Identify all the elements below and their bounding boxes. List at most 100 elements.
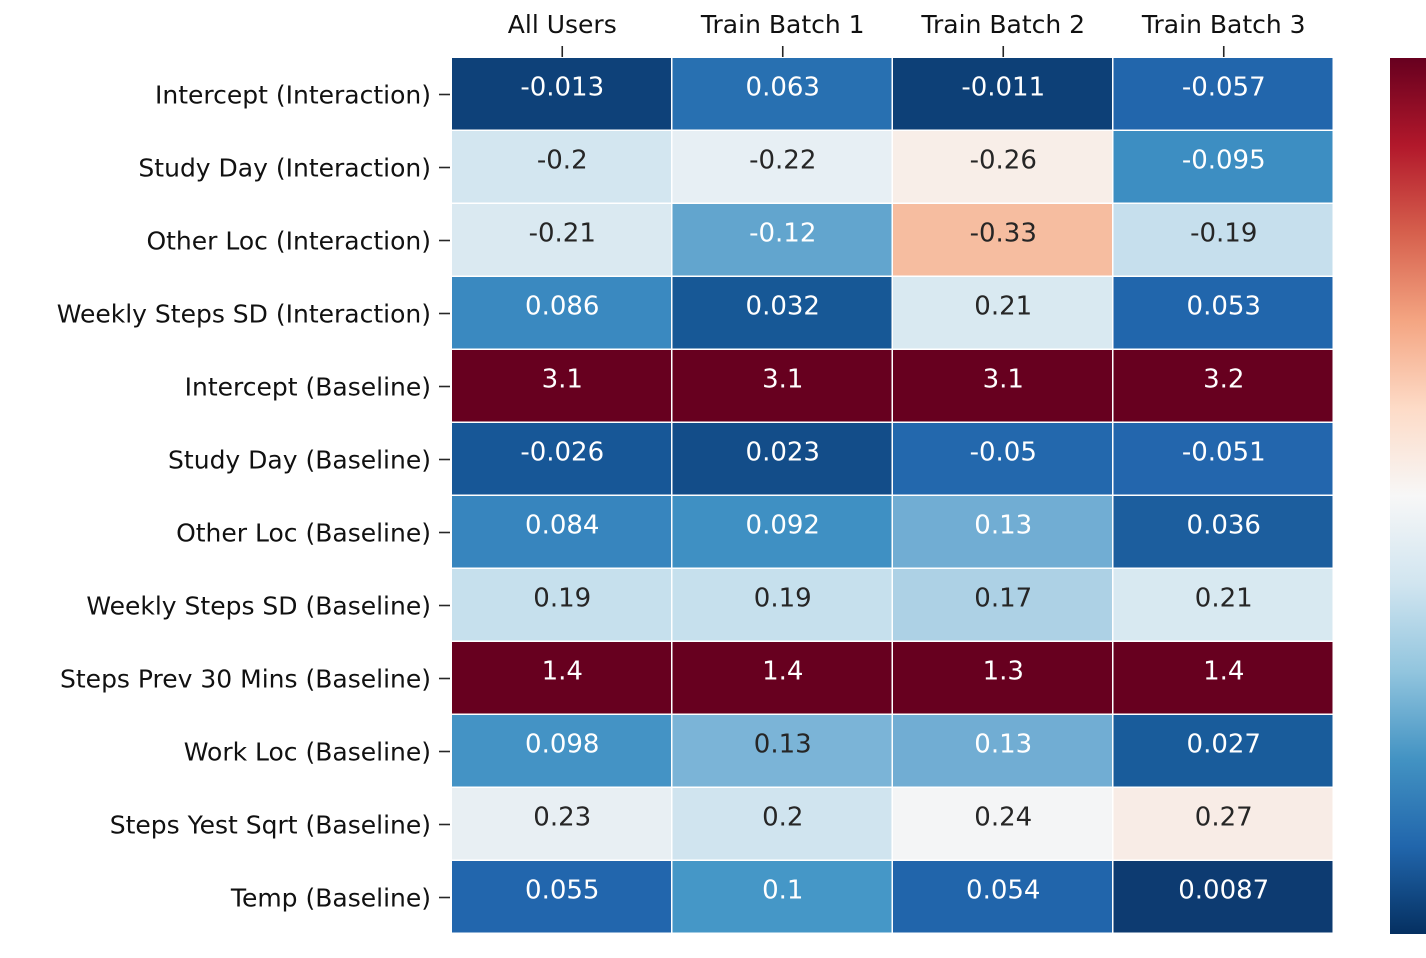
- cell-value-label: 0.21: [1195, 584, 1253, 614]
- heatmap-cell: [893, 58, 1112, 130]
- cell-value-label: 0.27: [1195, 803, 1253, 833]
- heatmap-cell: [452, 642, 671, 714]
- heatmap-cells: -0.013 0.063 -0.011 -0.057 -0.2 -0.22 -0.26 -0.…: [452, 58, 1333, 933]
- heatmap-cell: [893, 350, 1112, 422]
- heatmap-cell: [452, 788, 671, 860]
- heatmap-cell: [672, 277, 892, 349]
- cell-value-label: 0.054: [966, 876, 1040, 906]
- heatmap-cell: [672, 788, 892, 860]
- heatmap-cell: [452, 715, 671, 787]
- heatmap-cell: [893, 131, 1112, 203]
- colorbar: [1390, 58, 1426, 934]
- heatmap-cell: [672, 569, 892, 641]
- cell-value-label: -0.26: [970, 146, 1037, 176]
- cell-value-label: 0.1: [762, 876, 803, 906]
- heatmap-cell: [672, 131, 892, 203]
- cell-value-label: 3.1: [762, 365, 803, 395]
- cell-value-label: 0.13: [974, 730, 1032, 760]
- column-label: Train Batch 1: [700, 10, 865, 39]
- cell-value-label: 0.21: [974, 292, 1032, 322]
- heatmap-cell: [452, 861, 671, 933]
- heatmap-cell: [672, 496, 892, 568]
- column-label: Train Batch 3: [1141, 10, 1306, 39]
- cell-value-label: 0.084: [525, 511, 599, 541]
- cell-value-label: -0.05: [970, 438, 1037, 468]
- cell-value-label: -0.2: [537, 146, 588, 176]
- cell-value-label: -0.051: [1182, 438, 1266, 468]
- heatmap-cell: [1113, 277, 1333, 349]
- cell-value-label: -0.22: [749, 146, 816, 176]
- heatmap-cell: [1113, 423, 1333, 495]
- heatmap-cell: [452, 204, 671, 276]
- heatmap-cell: [893, 277, 1112, 349]
- heatmap-cell: [452, 350, 671, 422]
- heatmap-cell: [1113, 131, 1333, 203]
- heatmap-cell: [893, 642, 1112, 714]
- row-label: Weekly Steps SD (Baseline): [86, 592, 431, 621]
- heatmap-cell: [452, 423, 671, 495]
- heatmap-cell: [893, 204, 1112, 276]
- cell-value-label: 0.23: [533, 803, 591, 833]
- heatmap-cell: [893, 423, 1112, 495]
- cell-value-label: -0.12: [749, 219, 816, 249]
- cell-value-label: -0.011: [961, 73, 1045, 103]
- cell-value-label: 0.19: [533, 584, 591, 614]
- heatmap-cell: [672, 642, 892, 714]
- heatmap-cell: [893, 496, 1112, 568]
- cell-value-label: -0.21: [529, 219, 596, 249]
- column-label: All Users: [508, 10, 617, 39]
- cell-value-label: -0.33: [970, 219, 1037, 249]
- row-label: Intercept (Interaction): [155, 81, 431, 110]
- heatmap-cell: [1113, 569, 1333, 641]
- cell-value-label: 0.0087: [1178, 876, 1269, 906]
- cell-value-label: -0.057: [1182, 73, 1266, 103]
- heatmap-cell: [1113, 58, 1333, 130]
- row-label: Steps Prev 30 Mins (Baseline): [60, 665, 431, 694]
- cell-value-label: -0.013: [520, 73, 604, 103]
- cell-value-label: -0.19: [1190, 219, 1257, 249]
- cell-value-label: 1.4: [762, 657, 803, 687]
- cell-value-label: 0.092: [746, 511, 820, 541]
- heatmap-cell: [672, 423, 892, 495]
- heatmap-cell: [1113, 642, 1333, 714]
- cell-value-label: 1.3: [983, 657, 1024, 687]
- heatmap-cell: [1113, 788, 1333, 860]
- heatmap-cell: [452, 569, 671, 641]
- heatmap-cell: [452, 277, 671, 349]
- cell-value-label: 0.027: [1187, 730, 1261, 760]
- heatmap-cell: [893, 569, 1112, 641]
- heatmap-cell: [1113, 350, 1333, 422]
- cell-value-label: 0.032: [746, 292, 820, 322]
- heatmap-cell: [452, 131, 671, 203]
- heatmap-cell: [893, 715, 1112, 787]
- cell-value-label: 0.17: [974, 584, 1032, 614]
- cell-value-label: -0.026: [520, 438, 604, 468]
- heatmap-cell: [1113, 715, 1333, 787]
- heatmap-cell: [672, 861, 892, 933]
- heatmap-cell: [1113, 861, 1333, 933]
- heatmap-cell: [1113, 496, 1333, 568]
- row-label: Other Loc (Baseline): [176, 519, 431, 548]
- heatmap-cell: [452, 58, 671, 130]
- cell-value-label: 0.24: [974, 803, 1032, 833]
- cell-value-label: 3.2: [1203, 365, 1244, 395]
- heatmap-cell: [893, 861, 1112, 933]
- heatmap-cell: [672, 715, 892, 787]
- cell-value-label: 0.2: [762, 803, 803, 833]
- cell-value-label: 0.13: [754, 730, 812, 760]
- row-label: Other Loc (Interaction): [146, 227, 431, 256]
- cell-value-label: 0.13: [974, 511, 1032, 541]
- row-labels: Intercept (Interaction) Study Day (Intera…: [57, 81, 450, 913]
- row-label: Work Loc (Baseline): [184, 738, 431, 767]
- cell-value-label: 0.063: [746, 73, 820, 103]
- row-label: Study Day (Interaction): [138, 154, 431, 183]
- row-label: Steps Yest Sqrt (Baseline): [110, 811, 431, 840]
- cell-value-label: 0.19: [754, 584, 812, 614]
- row-label: Weekly Steps SD (Interaction): [57, 300, 431, 329]
- heatmap-cell: [672, 350, 892, 422]
- cell-value-label: 1.4: [542, 657, 583, 687]
- cell-value-label: -0.095: [1182, 146, 1266, 176]
- column-label: Train Batch 2: [920, 10, 1085, 39]
- heatmap-cell: [1113, 204, 1333, 276]
